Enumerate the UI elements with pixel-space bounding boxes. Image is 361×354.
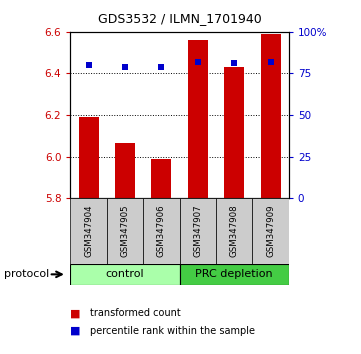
Text: GDS3532 / ILMN_1701940: GDS3532 / ILMN_1701940 xyxy=(98,12,261,25)
Bar xyxy=(115,143,135,198)
Text: GSM347907: GSM347907 xyxy=(193,205,202,257)
Text: ■: ■ xyxy=(70,326,81,336)
Bar xyxy=(180,198,216,264)
Bar xyxy=(107,198,143,264)
Text: percentile rank within the sample: percentile rank within the sample xyxy=(90,326,255,336)
Bar xyxy=(216,198,252,264)
Bar xyxy=(70,264,180,285)
Text: protocol: protocol xyxy=(4,269,49,279)
Text: GSM347905: GSM347905 xyxy=(121,205,130,257)
Bar xyxy=(180,264,289,285)
Bar xyxy=(70,198,107,264)
Text: GSM347904: GSM347904 xyxy=(84,205,93,257)
Bar xyxy=(151,159,171,198)
Bar xyxy=(252,198,289,264)
Text: control: control xyxy=(106,269,144,279)
Bar xyxy=(188,40,208,198)
Text: GSM347909: GSM347909 xyxy=(266,205,275,257)
Bar xyxy=(143,198,180,264)
Text: GSM347906: GSM347906 xyxy=(157,205,166,257)
Text: PRC depletion: PRC depletion xyxy=(195,269,273,279)
Text: ■: ■ xyxy=(70,308,81,318)
Bar xyxy=(261,34,280,198)
Bar xyxy=(224,67,244,198)
Bar xyxy=(79,117,99,198)
Text: transformed count: transformed count xyxy=(90,308,181,318)
Text: GSM347908: GSM347908 xyxy=(230,205,239,257)
